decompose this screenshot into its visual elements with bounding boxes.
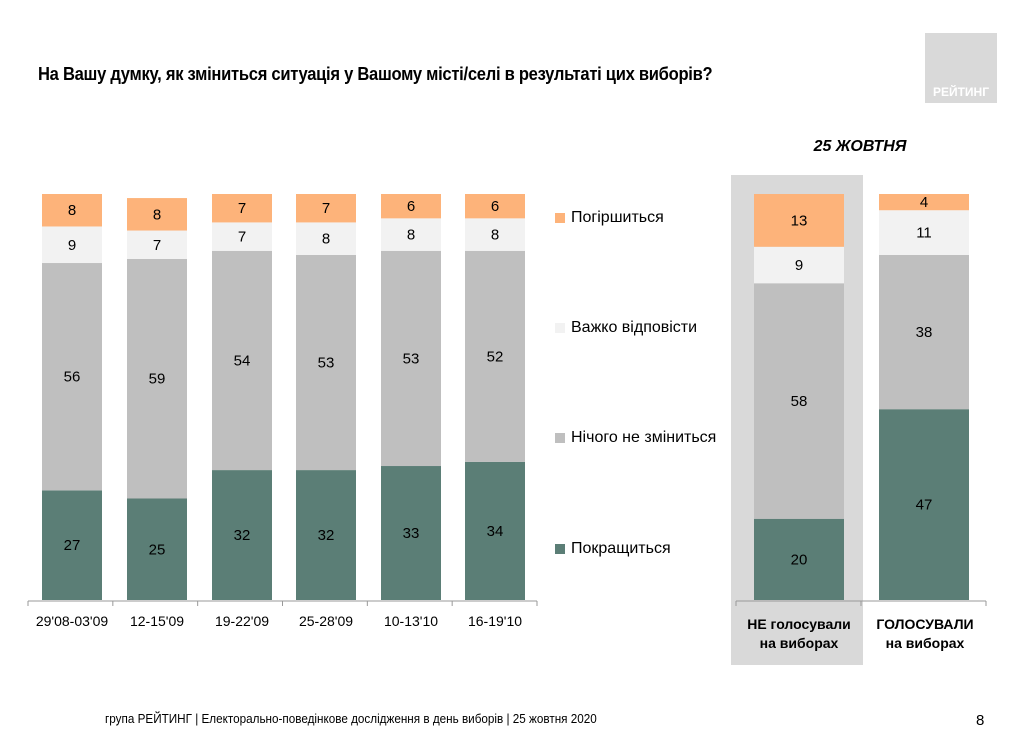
bar-segment-no_change xyxy=(212,250,272,471)
data-label: 33 xyxy=(403,525,420,542)
bar-segment-hard_to_say xyxy=(465,218,525,251)
bar-segment-worse xyxy=(127,198,187,231)
x-tick-label: 25-28'09 xyxy=(299,613,353,629)
bar-segment-worse xyxy=(296,194,356,223)
x-tick-label: 16-19'10 xyxy=(468,613,522,629)
bar-segment-no_change xyxy=(879,254,969,410)
category-label-voters: ГОЛОСУВАЛИ на виборах xyxy=(863,615,987,653)
data-label: 34 xyxy=(487,523,504,540)
bar-segment-hard_to_say xyxy=(296,222,356,255)
legend-label: Нічого не зміниться xyxy=(571,429,717,446)
data-label: 58 xyxy=(791,393,808,410)
category-label-line: на виборах xyxy=(759,635,839,651)
data-label: 8 xyxy=(491,227,499,244)
legend-label: Важко відповісти xyxy=(571,319,698,336)
bar-segment-hard_to_say xyxy=(879,210,969,255)
data-label: 13 xyxy=(791,212,808,229)
data-label: 38 xyxy=(916,324,933,341)
date-label: 25 ЖОВТНЯ xyxy=(813,138,907,155)
legend-item-better: Покращиться xyxy=(555,540,671,558)
data-label: 6 xyxy=(407,198,415,215)
data-label: 53 xyxy=(403,350,420,367)
data-label: 20 xyxy=(791,551,808,568)
bar-segment-no_change xyxy=(296,254,356,471)
data-label: 6 xyxy=(491,198,499,215)
data-label: 8 xyxy=(153,206,161,223)
legend-swatch-hard-to-say xyxy=(555,323,565,333)
data-label: 8 xyxy=(322,231,330,248)
bar-segment-worse xyxy=(212,194,272,223)
category-label-line: ГОЛОСУВАЛИ xyxy=(876,616,974,632)
bar-segment-better xyxy=(42,490,102,600)
data-label: 8 xyxy=(407,227,415,244)
bar-segment-worse xyxy=(754,194,844,247)
bar-segment-no_change xyxy=(42,263,102,491)
bar-segment-no_change xyxy=(465,250,525,462)
data-label: 32 xyxy=(318,527,335,544)
bar-segment-better xyxy=(296,470,356,600)
data-label: 27 xyxy=(64,537,81,554)
page-number: 8 xyxy=(976,712,985,729)
x-tick-label: 19-22'09 xyxy=(215,613,269,629)
bar-segment-worse xyxy=(879,194,969,211)
legend-swatch-better xyxy=(555,544,565,554)
data-label: 52 xyxy=(487,348,504,365)
slide-title: На Вашу думку, як зміниться ситуація у В… xyxy=(38,64,713,84)
data-label: 7 xyxy=(153,237,161,254)
x-tick-label: 12-15'09 xyxy=(130,613,184,629)
data-label: 9 xyxy=(68,237,76,254)
bar-segment-better xyxy=(212,470,272,600)
bar-segment-better xyxy=(879,409,969,600)
bar-segment-hard_to_say xyxy=(42,226,102,264)
reiting-logo: РЕЙТИНГ xyxy=(925,33,997,103)
bar-segment-hard_to_say xyxy=(754,246,844,284)
category-label-line: на виборах xyxy=(885,635,965,651)
legend-item-worse: Погіршиться xyxy=(555,209,664,227)
bar-segment-hard_to_say xyxy=(381,218,441,251)
x-tick-label: 29'08-03'09 xyxy=(36,613,109,629)
legend-swatch-worse xyxy=(555,213,565,223)
data-label: 11 xyxy=(916,225,932,242)
bar-segment-better xyxy=(381,466,441,600)
data-label: 9 xyxy=(795,257,803,274)
legend-label: Покращиться xyxy=(571,540,671,557)
bar-segment-better xyxy=(127,498,187,600)
bar-segment-hard_to_say xyxy=(212,222,272,251)
data-label: 25 xyxy=(149,541,166,558)
logo-text: РЕЙТИНГ xyxy=(932,85,990,99)
bar-segment-worse xyxy=(465,194,525,219)
data-label: 54 xyxy=(234,352,251,369)
legend-item-no-change: Нічого не зміниться xyxy=(555,429,716,447)
legend-label: Погіршиться xyxy=(571,209,664,226)
data-label: 59 xyxy=(149,371,166,388)
data-label: 4 xyxy=(920,194,928,211)
bar-segment-no_change xyxy=(754,283,844,519)
data-label: 47 xyxy=(916,497,933,514)
data-label: 56 xyxy=(64,369,81,386)
bar-segment-worse xyxy=(381,194,441,219)
legend-swatch-no-change xyxy=(555,433,565,443)
legend-item-hard-to-say: Важко відповісти xyxy=(555,319,697,337)
footer-text: група РЕЙТИНГ | Електорально-поведінкове… xyxy=(105,711,597,726)
category-label-line: НЕ голосували xyxy=(747,616,851,632)
data-label: 53 xyxy=(318,354,335,371)
bar-segment-better xyxy=(465,461,525,600)
data-label: 8 xyxy=(68,202,76,219)
category-label-non-voters: НЕ голосували на виборах xyxy=(735,615,863,653)
data-label: 7 xyxy=(322,200,330,217)
data-label: 7 xyxy=(238,200,246,217)
bar-segment-no_change xyxy=(127,258,187,499)
x-tick-label: 10-13'10 xyxy=(384,613,438,629)
data-label: 7 xyxy=(238,229,246,246)
data-label: 32 xyxy=(234,527,251,544)
bar-segment-worse xyxy=(42,194,102,227)
bar-segment-better xyxy=(754,518,844,600)
bar-segment-hard_to_say xyxy=(127,230,187,259)
bar-segment-no_change xyxy=(381,250,441,467)
